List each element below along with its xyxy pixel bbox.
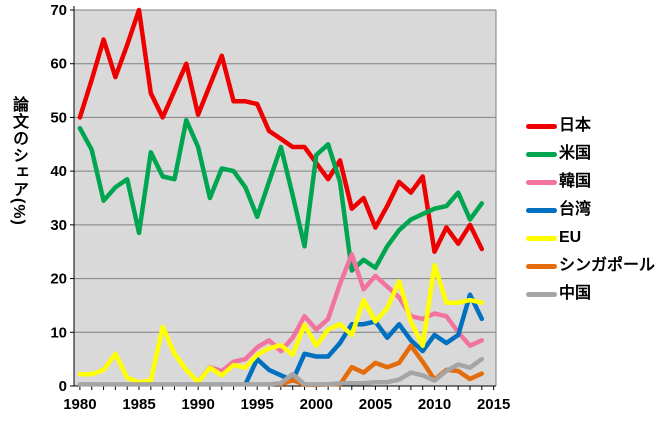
x-tick-label-2005: 2005	[359, 396, 392, 413]
series-line-taiwan	[243, 292, 485, 387]
legend-label-korea: 韓国	[559, 173, 592, 190]
legend-label-china: 中国	[559, 285, 592, 302]
series-line-japan	[77, 7, 485, 254]
legend-line-icon	[526, 291, 557, 297]
legend-line-icon	[526, 207, 557, 213]
series-line-china	[77, 356, 485, 387]
series-line-eu	[77, 262, 485, 385]
legend-item-taiwan: 台湾	[526, 200, 655, 220]
series-line-usa	[77, 117, 485, 273]
y-tick-label-70: 70	[50, 2, 67, 19]
x-tick-label-1990: 1990	[181, 396, 214, 413]
x-tick-label-1985: 1985	[122, 396, 155, 413]
x-tick-label-2010: 2010	[418, 396, 451, 413]
y-tick-label-0: 0	[59, 378, 67, 395]
legend-label-usa: 米国	[559, 145, 592, 162]
legend-label-taiwan: 台湾	[559, 201, 592, 218]
legend-item-china: 中国	[526, 284, 655, 304]
legend-label-eu: EU	[559, 229, 582, 246]
legend: 日本米国韓国台湾 EU シンガポール 中国	[526, 116, 655, 304]
y-tick-label-60: 60	[50, 56, 67, 73]
legend-item-eu: EU	[526, 228, 655, 248]
legend-line-icon	[526, 263, 557, 269]
legend-line-icon	[526, 123, 557, 129]
y-axis-label: 論文のシェア(%)	[10, 96, 27, 226]
y-tick-label-40: 40	[50, 163, 67, 180]
y-tick-label-10: 10	[50, 324, 67, 341]
legend-label-singapore: シンガポール	[559, 257, 656, 274]
legend-line-icon	[526, 151, 557, 157]
legend-line-icon	[526, 179, 557, 185]
legend-item-japan: 日本	[526, 116, 655, 136]
y-tick-label-50: 50	[50, 109, 67, 126]
legend-label-japan: 日本	[559, 117, 592, 134]
legend-item-korea: 韓国	[526, 172, 655, 192]
series-line-korea	[195, 252, 485, 385]
plot-background	[74, 10, 496, 386]
x-tick-label-1980: 1980	[63, 396, 96, 413]
x-tick-label-2015: 2015	[477, 396, 510, 413]
legend-line-icon	[526, 235, 557, 241]
x-tick-label-2000: 2000	[300, 396, 333, 413]
x-tick-label-1995: 1995	[241, 396, 274, 413]
legend-item-usa: 米国	[526, 144, 655, 164]
legend-item-singapore: シンガポール	[526, 256, 655, 276]
y-tick-label-20: 20	[50, 271, 67, 288]
y-tick-label-30: 30	[50, 217, 67, 234]
